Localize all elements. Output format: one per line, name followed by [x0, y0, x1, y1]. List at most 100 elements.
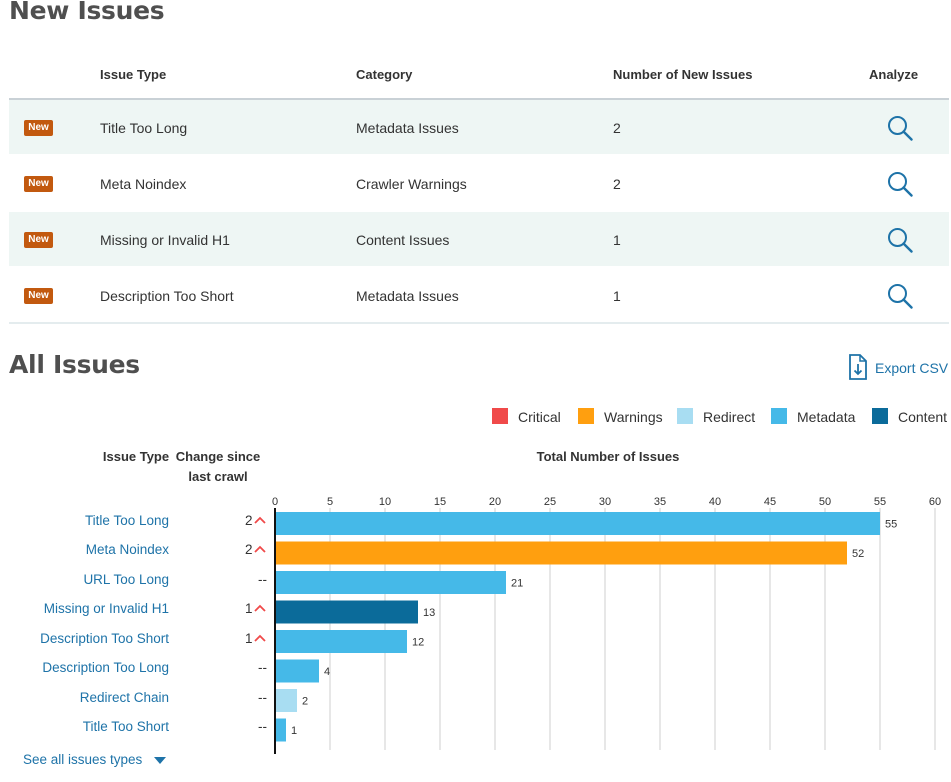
header-issue-type: Issue Type — [100, 67, 167, 82]
issue-type-cell: Description Too Short — [100, 288, 234, 304]
bar-value-label: 21 — [511, 578, 523, 590]
bar-value-label: 12 — [412, 637, 424, 649]
x-tick-label: 5 — [327, 496, 333, 508]
x-tick-label: 50 — [819, 496, 831, 508]
issue-link-meta-noindex[interactable]: Meta Noindex — [85, 542, 169, 557]
issue-link-redirect-chain[interactable]: Redirect Chain — [79, 690, 169, 705]
bar — [275, 630, 407, 653]
bar-value-label: 13 — [423, 607, 435, 619]
category-cell: Metadata Issues — [356, 120, 459, 136]
bar-value-label: 55 — [885, 519, 897, 531]
x-tick-label: 35 — [654, 496, 666, 508]
issue-link-url-too-long[interactable]: URL Too Long — [83, 572, 169, 587]
bar-value-label: 4 — [324, 666, 330, 678]
change-value: 2 — [245, 513, 253, 528]
legend-label: Warnings — [604, 409, 663, 425]
table-row: New Missing or Invalid H1 Content Issues… — [9, 212, 949, 268]
issue-link-description-too-short[interactable]: Description Too Short — [40, 631, 169, 646]
all-issues-title: All Issues — [9, 350, 140, 379]
increase-arrow-icon — [254, 516, 266, 524]
count-cell: 2 — [613, 120, 621, 136]
issue-link-missing-h1[interactable]: Missing or Invalid H1 — [43, 601, 169, 616]
issue-type-cell: Missing or Invalid H1 — [100, 232, 230, 248]
bar — [275, 659, 319, 683]
bar-value-label: 52 — [852, 548, 864, 560]
category-cell: Metadata Issues — [356, 288, 459, 304]
category-cell: Crawler Warnings — [356, 176, 467, 192]
count-cell: 1 — [613, 232, 621, 248]
increase-arrow-icon — [254, 545, 266, 553]
change-value: -- — [258, 690, 267, 705]
header-category: Category — [356, 67, 413, 82]
x-tick-label: 55 — [874, 496, 886, 508]
legend-swatch — [872, 408, 888, 424]
x-tick-label: 20 — [489, 496, 501, 508]
change-value: -- — [258, 660, 267, 675]
bar — [275, 541, 847, 565]
caret-down-icon — [154, 756, 167, 764]
bar-value-label: 1 — [291, 725, 297, 737]
bar-value-label: 2 — [302, 696, 308, 708]
category-cell: Content Issues — [356, 232, 450, 248]
chart-header-issue-type: Issue Type — [102, 449, 170, 464]
magnifier-icon[interactable] — [887, 283, 913, 309]
legend-label: Redirect — [703, 409, 756, 425]
legend-swatch — [578, 408, 594, 424]
see-all-label: See all issues types — [23, 752, 143, 767]
legend-label: Critical — [518, 409, 561, 425]
legend-swatch — [771, 408, 787, 424]
increase-arrow-icon — [254, 604, 266, 612]
new-badge: New — [24, 232, 53, 248]
issue-type-cell: Title Too Long — [100, 120, 188, 136]
new-issues-title: New Issues — [9, 0, 165, 25]
change-value: -- — [258, 719, 267, 734]
see-all-issue-types-link[interactable]: See all issues types — [23, 752, 167, 767]
header-count: Number of New Issues — [613, 67, 753, 82]
legend-swatch — [677, 408, 693, 424]
change-value: 2 — [245, 542, 253, 557]
count-cell: 2 — [613, 176, 621, 192]
issue-link-description-too-long[interactable]: Description Too Long — [42, 660, 169, 675]
change-value: 1 — [245, 601, 253, 616]
new-issues-header-row: Issue Type Category Number of New Issues… — [9, 50, 949, 100]
magnifier-icon[interactable] — [887, 171, 913, 197]
bar — [275, 512, 880, 535]
bar — [275, 600, 418, 624]
bar — [275, 689, 297, 712]
x-tick-label: 30 — [599, 496, 611, 508]
table-row: New Title Too Long Metadata Issues 2 — [9, 100, 949, 156]
table-row: New Meta Noindex Crawler Warnings 2 — [9, 156, 949, 212]
change-value: 1 — [245, 631, 253, 646]
magnifier-icon[interactable] — [887, 115, 913, 141]
change-value: -- — [258, 572, 267, 587]
chart-header-change-line2: last crawl — [188, 469, 248, 484]
new-issues-table: Issue Type Category Number of New Issues… — [9, 50, 949, 324]
new-badge: New — [24, 120, 53, 136]
x-tick-label: 45 — [764, 496, 776, 508]
x-tick-label: 15 — [434, 496, 446, 508]
issue-link-title-too-short[interactable]: Title Too Short — [82, 719, 169, 734]
chart-header-total: Total Number of Issues — [536, 449, 680, 464]
legend-label: Content — [898, 409, 948, 425]
x-tick-label: 10 — [379, 496, 391, 508]
new-badge: New — [24, 288, 53, 304]
export-csv-label: Export CSV — [875, 360, 949, 376]
bar — [275, 571, 506, 594]
table-row: New Description Too Short Metadata Issue… — [9, 268, 949, 324]
x-tick-label: 0 — [272, 496, 278, 508]
x-tick-label: 25 — [544, 496, 556, 508]
legend-swatch — [492, 408, 508, 424]
bar — [275, 718, 286, 742]
legend-label: Metadata — [797, 409, 856, 425]
export-file-icon — [849, 354, 867, 380]
issue-link-title-too-long[interactable]: Title Too Long — [84, 513, 169, 528]
new-badge: New — [24, 176, 53, 192]
x-tick-label: 60 — [929, 496, 941, 508]
header-analyze: Analyze — [869, 67, 919, 82]
chart-header-change-line1: Change since — [175, 449, 261, 464]
issue-type-cell: Meta Noindex — [100, 176, 187, 192]
x-tick-label: 40 — [709, 496, 721, 508]
increase-arrow-icon — [254, 634, 266, 642]
magnifier-icon[interactable] — [887, 227, 913, 253]
